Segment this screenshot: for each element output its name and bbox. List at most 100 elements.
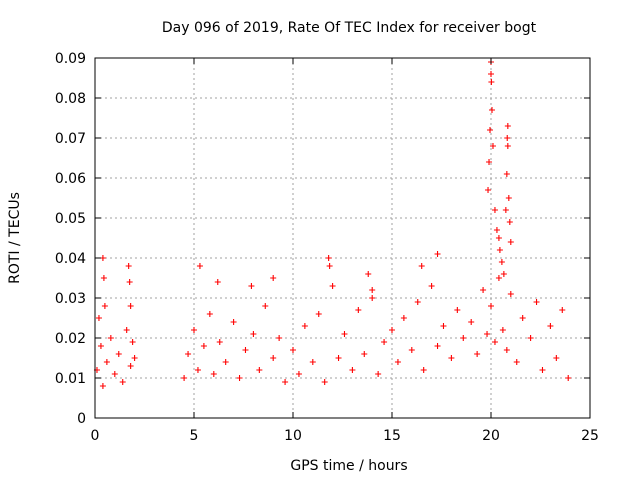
x-tick-label: 15 xyxy=(383,428,401,444)
data-point xyxy=(125,263,132,269)
data-point xyxy=(248,283,255,289)
data-point xyxy=(131,355,138,361)
data-point xyxy=(507,239,514,245)
y-tick-label: 0.09 xyxy=(55,51,86,67)
data-point xyxy=(191,327,197,333)
data-point xyxy=(468,319,475,325)
axis-ticks xyxy=(94,57,591,419)
data-point xyxy=(230,319,237,325)
data-point xyxy=(270,355,277,361)
data-point xyxy=(539,367,546,373)
y-tick-label: 0.02 xyxy=(55,331,86,347)
data-point xyxy=(375,371,382,377)
tick-labels: 0 5 10 15 20 25 0 0.01 0.02 0.03 0.04 0.05 0.06 0.07 0… xyxy=(55,51,599,444)
data-point xyxy=(126,279,133,285)
data-point xyxy=(321,379,328,385)
x-tick-label: 25 xyxy=(581,428,599,444)
data-point xyxy=(547,323,554,329)
y-tick-label: 0.05 xyxy=(55,211,86,227)
data-point xyxy=(491,339,498,345)
data-point xyxy=(107,335,114,341)
data-point xyxy=(381,339,388,345)
data-point xyxy=(200,343,207,349)
data-point xyxy=(369,295,376,301)
data-point xyxy=(242,347,249,353)
data-point xyxy=(214,279,221,285)
data-point xyxy=(408,347,415,353)
data-point xyxy=(127,303,134,309)
data-point xyxy=(216,339,223,345)
data-point xyxy=(488,79,495,85)
data-point xyxy=(256,367,263,373)
data-point xyxy=(500,271,507,277)
x-tick-label: 0 xyxy=(91,428,100,444)
plot-frame xyxy=(94,57,591,419)
data-point xyxy=(491,207,498,213)
data-point xyxy=(487,127,494,133)
data-point xyxy=(418,263,425,269)
data-point xyxy=(270,275,277,281)
data-point xyxy=(341,331,348,337)
data-point xyxy=(326,263,333,269)
data-point xyxy=(181,375,188,381)
y-tick-label: 0.07 xyxy=(55,131,86,147)
data-point xyxy=(222,359,229,365)
data-point xyxy=(502,207,509,213)
data-point xyxy=(434,343,441,349)
data-point xyxy=(527,335,534,341)
data-point xyxy=(335,355,342,361)
data-point xyxy=(100,275,107,281)
x-tick-label: 20 xyxy=(482,428,500,444)
data-point xyxy=(103,359,110,365)
chart-title: Day 096 of 2019, Rate Of TEC Index for r… xyxy=(162,20,537,36)
data-point xyxy=(498,259,505,265)
data-point xyxy=(474,351,481,357)
data-point xyxy=(250,331,257,337)
data-point xyxy=(95,315,102,321)
data-point xyxy=(496,247,503,253)
data-point xyxy=(365,271,372,277)
data-point xyxy=(115,351,122,357)
data-point xyxy=(119,379,126,385)
data-point xyxy=(329,283,336,289)
data-point xyxy=(440,323,447,329)
data-point xyxy=(262,303,269,309)
y-tick-label: 0 xyxy=(77,411,86,427)
data-point xyxy=(489,143,496,149)
data-point xyxy=(553,355,560,361)
data-point xyxy=(486,159,493,165)
data-point xyxy=(309,359,316,365)
y-tick-label: 0.08 xyxy=(55,91,86,107)
data-point xyxy=(428,283,435,289)
x-tick-label: 10 xyxy=(284,428,302,444)
data-point xyxy=(513,359,520,365)
data-point xyxy=(480,287,487,293)
data-point xyxy=(194,367,201,373)
data-point xyxy=(400,315,407,321)
y-tick-label: 0.06 xyxy=(55,171,86,187)
y-tick-label: 0.03 xyxy=(55,291,86,307)
data-point xyxy=(565,375,572,381)
data-point xyxy=(355,307,362,313)
data-point xyxy=(503,347,510,353)
data-point xyxy=(111,371,118,377)
data-point xyxy=(295,371,302,377)
data-point xyxy=(349,367,356,373)
data-point xyxy=(97,343,104,349)
data-point xyxy=(389,327,395,333)
data-point xyxy=(290,347,296,353)
data-point xyxy=(507,291,514,297)
data-point xyxy=(504,143,511,149)
data-point xyxy=(282,379,289,385)
data-point xyxy=(499,327,506,333)
data-point xyxy=(101,303,108,309)
data-point xyxy=(361,351,368,357)
data-point xyxy=(369,287,376,293)
data-point xyxy=(414,299,421,305)
data-point xyxy=(236,375,243,381)
data-point xyxy=(488,107,495,113)
data-point xyxy=(533,299,540,305)
data-point xyxy=(129,339,136,345)
data-point xyxy=(301,323,308,329)
